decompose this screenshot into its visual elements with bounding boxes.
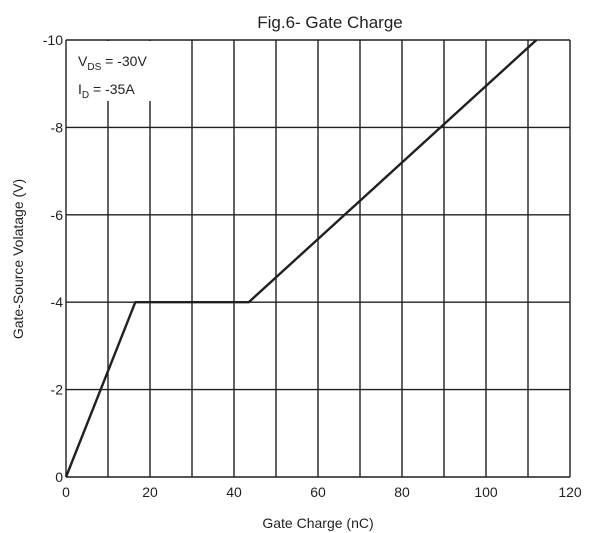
id-sub: D bbox=[82, 90, 89, 101]
id-value: = -35A bbox=[89, 81, 135, 97]
y-tick-label: -10 bbox=[43, 32, 63, 48]
y-tick-label: 0 bbox=[55, 469, 63, 485]
id-main: I bbox=[78, 81, 82, 97]
x-tick-label: 0 bbox=[62, 484, 70, 500]
y-tick-label: -4 bbox=[51, 294, 64, 310]
grid bbox=[65, 39, 571, 478]
x-tick-label: 120 bbox=[558, 484, 582, 500]
y-tick-label: -6 bbox=[51, 207, 64, 223]
vds-value: = -30V bbox=[101, 53, 147, 69]
y-axis-label: Gate-Source Volatage (V) bbox=[10, 179, 26, 339]
x-tick-label: 20 bbox=[142, 484, 158, 500]
chart-title: Fig.6- Gate Charge bbox=[257, 13, 403, 32]
x-tick-label: 60 bbox=[310, 484, 326, 500]
x-tick-label: 100 bbox=[474, 484, 498, 500]
vds-annotation: VDS = -30V bbox=[78, 53, 147, 73]
y-tick-labels: 0 -2 -4 -6 -8 -10 bbox=[43, 32, 63, 485]
id-annotation: ID = -35A bbox=[78, 81, 135, 101]
vds-main: V bbox=[78, 53, 88, 69]
x-tick-label: 40 bbox=[226, 484, 242, 500]
annotation-background bbox=[71, 41, 175, 101]
x-tick-label: 80 bbox=[394, 484, 410, 500]
gate-charge-curve bbox=[64, 39, 538, 478]
series-layer bbox=[64, 39, 538, 478]
vds-sub: DS bbox=[87, 62, 101, 73]
x-tick-labels: 0 20 40 60 80 100 120 bbox=[62, 484, 582, 500]
y-tick-label: -2 bbox=[51, 382, 64, 398]
y-tick-label: -8 bbox=[51, 119, 64, 135]
x-axis-label: Gate Charge (nC) bbox=[262, 515, 373, 531]
